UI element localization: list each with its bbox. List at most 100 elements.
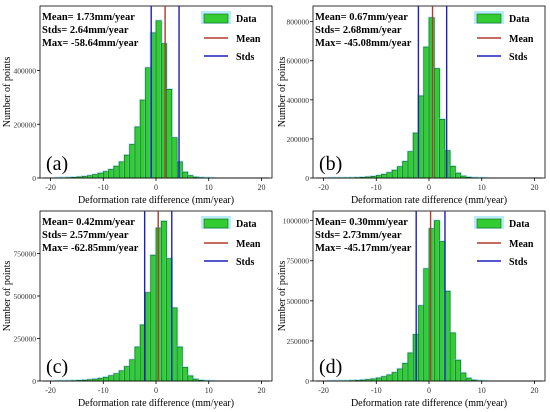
bar-halo [54,379,63,381]
bar-halo [332,176,341,178]
y-tick-label: 500000 [287,297,310,306]
y-tick-label: 0 [305,174,309,183]
bar-halo [70,379,79,381]
bar-halo [196,176,205,178]
bar-halo [327,379,336,381]
legend-label-data: Data [509,219,530,230]
bar-halo [65,379,73,381]
y-tick-label: 600000 [287,57,310,66]
chart-panel: -20 -10 0 10 20 0 200000 400000 600000 800000 Defo… [277,5,546,206]
legend-label-stds: Stds [236,257,254,268]
y-tick-label: 400000 [14,67,37,76]
stats-line: Max= -62.85mm/year [42,243,139,254]
panel-label: (c) [46,356,68,378]
x-tick-label: 10 [478,183,486,192]
stats-line: Max= -45.17mm/year [315,243,412,254]
stats-line: Stds= 2.73mm/year [315,230,402,241]
stats-line: Stds= 2.68mm/year [315,25,402,36]
y-tick-label: 750000 [287,257,310,266]
x-tick-label: -20 [45,183,56,192]
y-tick-label: 800000 [287,18,310,27]
legend-label-stds: Stds [236,52,254,63]
x-axis-label: Deformation rate difference (mm/year) [351,398,507,409]
bar-halo [480,379,489,381]
x-tick-label: 10 [478,386,486,395]
y-tick-label: 200000 [14,120,37,129]
x-tick-label: -10 [98,386,109,395]
panel-label: (b) [319,153,342,175]
y-axis-label: Number of points [2,57,13,128]
x-tick-label: -10 [371,386,382,395]
legend-label-data: Data [236,14,257,25]
y-tick-label: 200000 [287,135,310,144]
y-axis-label: Number of points [277,261,288,332]
legend-label-data: Data [509,14,530,25]
bar-halo [348,176,357,178]
x-axis-label: Deformation rate difference (mm/year) [78,398,234,409]
y-tick-label: 0 [32,377,36,386]
x-axis-label: Deformation rate difference (mm/year) [351,195,507,206]
x-axis-label: Deformation rate difference (mm/year) [78,195,234,206]
bar-halo [202,379,210,381]
x-tick-label: 20 [530,183,538,192]
bar-halo [475,379,483,381]
panel-label: (a) [46,153,68,175]
bar-halo [469,176,478,178]
stats-line: Stds= 2.57mm/year [42,230,129,241]
chart-panel: -20 -10 0 10 20 0 250000 500000 750000 1000000 Def… [277,210,546,409]
x-tick-label: 20 [530,386,538,395]
bar-halo [327,176,336,178]
bar-halo [207,176,216,178]
y-axis-label: Number of points [2,261,13,332]
y-tick-label: 500000 [14,292,37,301]
legend-label-data: Data [236,219,257,230]
bar-halo [338,176,346,178]
stats-line: Mean= 0.42mm/year [42,217,135,228]
y-tick-label: 400000 [287,96,310,105]
bar-halo [343,176,352,178]
x-tick-label: -20 [318,183,329,192]
bar-halo [59,176,68,178]
bar-halo [343,379,352,381]
x-tick-label: -20 [45,386,56,395]
y-tick-label: 750000 [14,250,37,259]
bar-halo [207,379,216,381]
x-tick-label: 0 [154,386,158,395]
bar-halo [332,379,341,381]
x-tick-label: 0 [154,183,158,192]
legend-label-stds: Stds [509,257,527,268]
bar-halo [475,176,483,178]
bar-halo [202,176,210,178]
x-tick-label: -20 [318,386,329,395]
chart-panel: -20 -10 0 10 20 0 250000 500000 750000 Deformatio… [2,210,273,409]
legend-swatch-data [203,218,229,229]
bar-halo [65,176,73,178]
stats-line: Max= -58.64mm/year [42,38,139,49]
x-tick-label: -10 [371,183,382,192]
legend-swatch-data [476,218,502,229]
panel-label: (d) [319,356,342,378]
stats-line: Mean= 0.30mm/year [315,217,408,228]
legend-swatch-data [476,13,502,24]
stats-line: Max= -45.08mm/year [315,38,412,49]
bar-halo [75,379,84,381]
bar-halo [480,176,489,178]
bar-halo [59,379,68,381]
legend-label-mean: Mean [236,239,261,250]
bar-halo [353,176,362,178]
y-tick-label: 0 [305,377,309,386]
y-tick-label: 250000 [287,337,310,346]
x-tick-label: 0 [427,183,431,192]
x-tick-label: 10 [205,386,213,395]
legend-label-mean: Mean [236,34,261,45]
stats-line: Mean= 0.67mm/year [315,12,408,23]
legend-swatch-data [203,13,229,24]
x-tick-label: 20 [257,386,265,395]
y-tick-label: 250000 [14,335,37,344]
bar-halo [54,176,63,178]
y-axis-label: Number of points [277,57,288,128]
y-tick-label: 1000000 [283,217,310,226]
stats-line: Mean= 1.73mm/year [42,12,135,23]
legend-label-mean: Mean [509,34,534,45]
